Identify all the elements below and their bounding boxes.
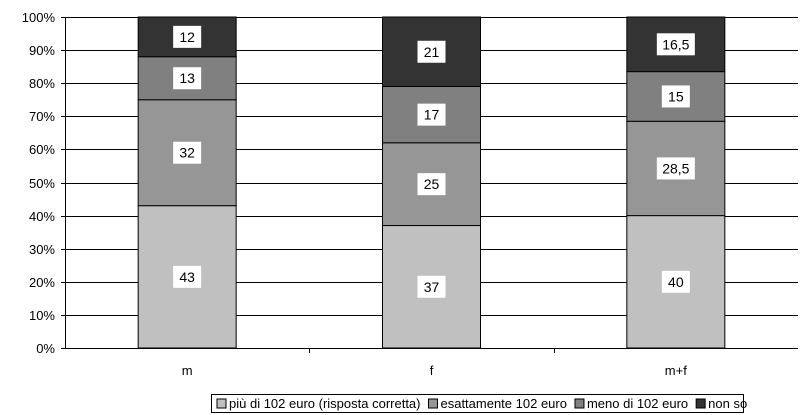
y-tick-label: 100% (22, 10, 56, 25)
y-tick-label: 30% (29, 242, 55, 257)
legend-label: esattamente 102 euro (440, 396, 566, 411)
y-tick-label: 20% (29, 275, 55, 290)
legend-label: non so (708, 396, 747, 411)
data-label-box (173, 265, 202, 288)
data-label-box (173, 67, 202, 90)
legend-swatch (427, 398, 438, 409)
data-label-box (661, 85, 690, 108)
y-tick-label: 50% (29, 176, 55, 191)
data-label: 12 (179, 29, 195, 45)
data-label: 21 (424, 44, 440, 60)
data-label-box (656, 33, 695, 56)
data-label-box (417, 40, 446, 63)
y-axis-ticks: 0% 10% 20% 30% 40% 50% 60% 70% 80% 90% 100% (22, 10, 65, 356)
y-tick-label: 10% (29, 308, 55, 323)
y-tick-label: 40% (29, 209, 55, 224)
legend-box (211, 394, 744, 413)
data-label-box (656, 157, 695, 180)
data-label: 40 (668, 274, 684, 290)
data-label: 15 (668, 88, 684, 104)
data-label: 13 (179, 70, 195, 86)
legend-label: più di 102 euro (risposta corretta) (229, 396, 420, 411)
x-tick-label: f (430, 363, 434, 378)
data-label-box (661, 270, 690, 293)
data-label: 43 (179, 269, 195, 285)
data-label: 16,5 (662, 36, 689, 52)
y-tick-label: 80% (29, 76, 55, 91)
data-label: 28,5 (662, 160, 689, 176)
data-label: 37 (424, 279, 440, 295)
data-label-box (417, 103, 446, 126)
legend-swatch (695, 398, 706, 409)
y-tick-label: 90% (29, 43, 55, 58)
legend-swatch (574, 398, 585, 409)
axes (65, 17, 798, 349)
legend-swatch (216, 398, 227, 409)
x-tick-label: m+f (665, 363, 687, 378)
data-label-box (417, 275, 446, 298)
x-tick-label: m (182, 363, 193, 378)
y-tick-label: 0% (36, 341, 55, 356)
data-label-box (173, 25, 202, 48)
x-axis-ticks: m f m+f (182, 348, 687, 378)
bars: 43 32 13 12 37 25 17 21 40 28,5 15 16,5 (137, 16, 726, 349)
legend-label: meno di 102 euro (587, 396, 688, 411)
data-label-box (173, 141, 202, 164)
y-tick-label: 60% (29, 142, 55, 157)
y-tick-label: 70% (29, 109, 55, 124)
legend: più di 102 euro (risposta corretta) esatt… (211, 394, 747, 413)
data-label-box (417, 173, 446, 196)
data-label: 17 (424, 107, 440, 123)
data-label: 25 (424, 176, 440, 192)
data-label: 32 (179, 145, 195, 161)
